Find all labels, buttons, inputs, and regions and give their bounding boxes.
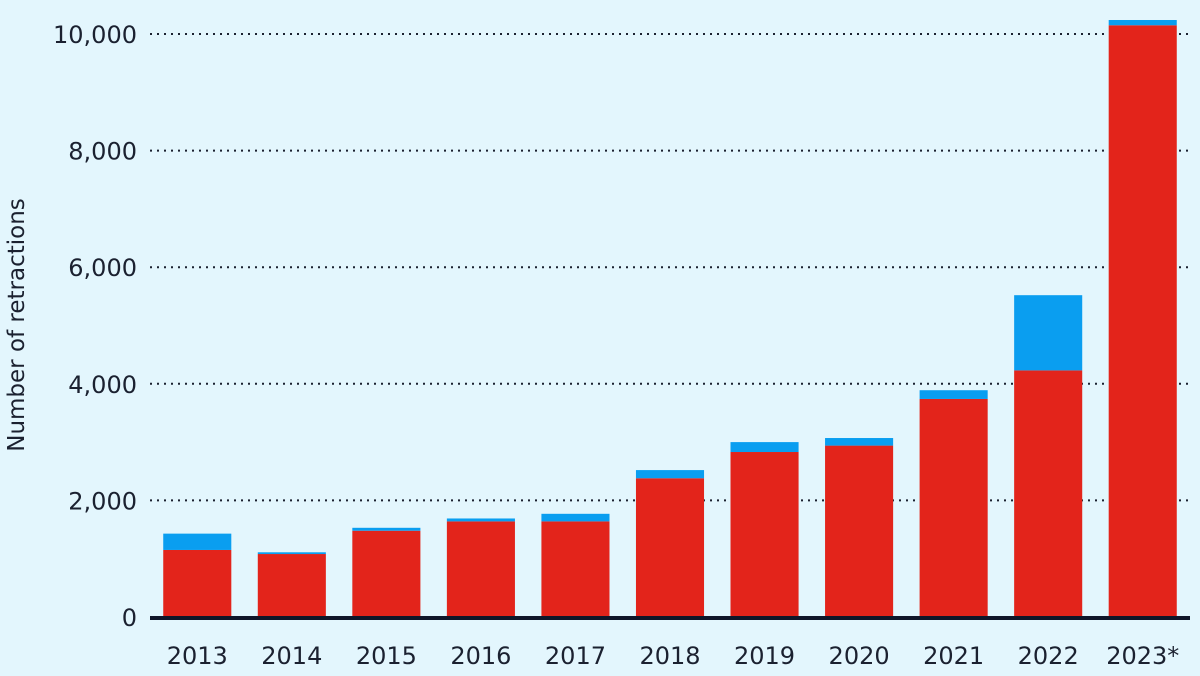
bar-segment-blue [257,552,326,555]
bar-segment-blue [352,527,421,531]
y-tick-label: 10,000 [53,21,137,49]
y-axis-title: Number of retractions [4,198,30,452]
bar-segment-blue [825,438,894,446]
bar-segment-red [541,521,610,617]
bar-segment-red [1108,25,1177,617]
bar-segment-red [163,549,232,617]
y-axis-ticks: 0 2,000 4,000 6,000 8,000 10,000 [53,21,137,632]
bar-segment-blue [1014,295,1083,371]
x-tick-label: 2022 [1018,642,1079,670]
x-tick-label: 2018 [639,642,700,670]
bar-segment-blue [541,513,610,522]
x-tick-label: 2016 [450,642,511,670]
bar-segment-blue [635,470,705,479]
x-tick-label: 2023* [1106,642,1179,670]
bar-segment-blue [163,533,232,550]
y-tick-label: 4,000 [68,371,137,399]
bar-segment-red [257,554,326,617]
x-axis-ticks: 2013 2014 2015 2016 2017 2018 2019 2020 2021 2022… [167,642,1180,670]
y-tick-label: 2,000 [68,487,137,515]
x-tick-label: 2014 [261,642,322,670]
bar-segment-blue [1108,20,1177,26]
bar-segment-red [446,521,515,617]
bar-segment-red [352,530,421,617]
y-tick-label: 8,000 [68,138,137,166]
x-tick-label: 2021 [923,642,984,670]
bar-segment-red [1014,370,1083,617]
bar-segment-red [825,445,894,617]
y-tick-label: 0 [122,604,137,632]
bar-segment-red [919,398,988,617]
bar-segment-blue [730,442,799,453]
x-tick-label: 2015 [356,642,417,670]
y-tick-label: 6,000 [68,254,137,282]
x-tick-label: 2020 [829,642,890,670]
bar-segment-blue [446,518,515,522]
bar-segment-red [635,478,705,617]
bar-segment-blue [919,390,988,399]
bars [163,20,1177,617]
x-tick-label: 2013 [167,642,228,670]
x-tick-label: 2019 [734,642,795,670]
bar-segment-red [730,452,799,617]
x-tick-label: 2017 [545,642,606,670]
